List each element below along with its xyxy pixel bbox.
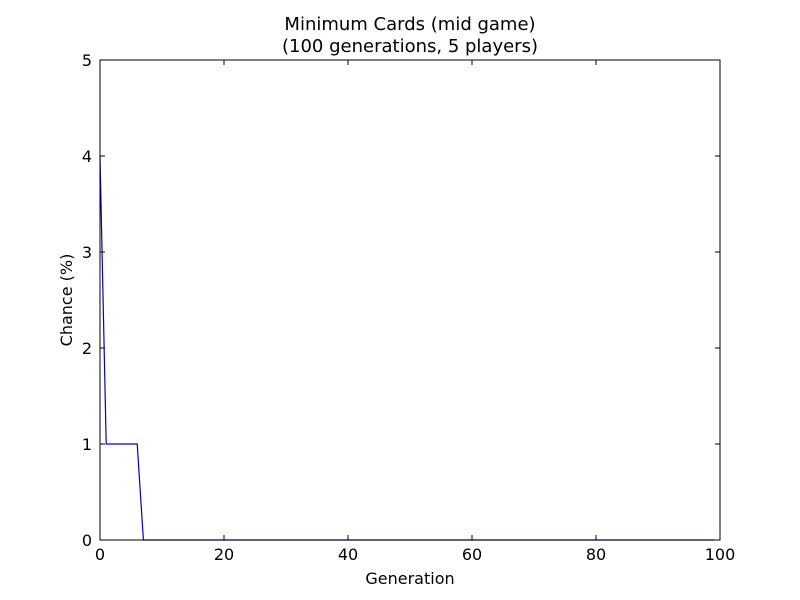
x-tick-label: 20 bbox=[214, 545, 234, 564]
chart-title-line-1: Minimum Cards (mid game) bbox=[284, 14, 535, 35]
x-tick-label: 100 bbox=[705, 545, 736, 564]
y-tick-label: 0 bbox=[82, 531, 92, 550]
chart-title-line-2: (100 generations, 5 players) bbox=[282, 36, 538, 57]
plot-frame bbox=[99, 59, 721, 541]
series-line-0 bbox=[99, 155, 714, 541]
x-tick-label: 0 bbox=[95, 545, 105, 564]
x-tick-label: 60 bbox=[462, 545, 482, 564]
series-layer bbox=[99, 155, 714, 541]
y-tick-label: 1 bbox=[82, 435, 92, 454]
axis-ticks: 0 20 40 60 80 100 0 1 2 3 4 5 bbox=[82, 51, 735, 564]
x-tick-label: 80 bbox=[586, 545, 606, 564]
x-axis-label: Generation bbox=[365, 569, 454, 588]
y-tick-label: 2 bbox=[82, 339, 92, 358]
x-tick-label: 40 bbox=[338, 545, 358, 564]
y-axis-label: Chance (%) bbox=[57, 254, 76, 347]
y-tick-label: 3 bbox=[82, 243, 92, 262]
y-tick-label: 4 bbox=[82, 147, 92, 166]
y-tick-label: 5 bbox=[82, 51, 92, 70]
